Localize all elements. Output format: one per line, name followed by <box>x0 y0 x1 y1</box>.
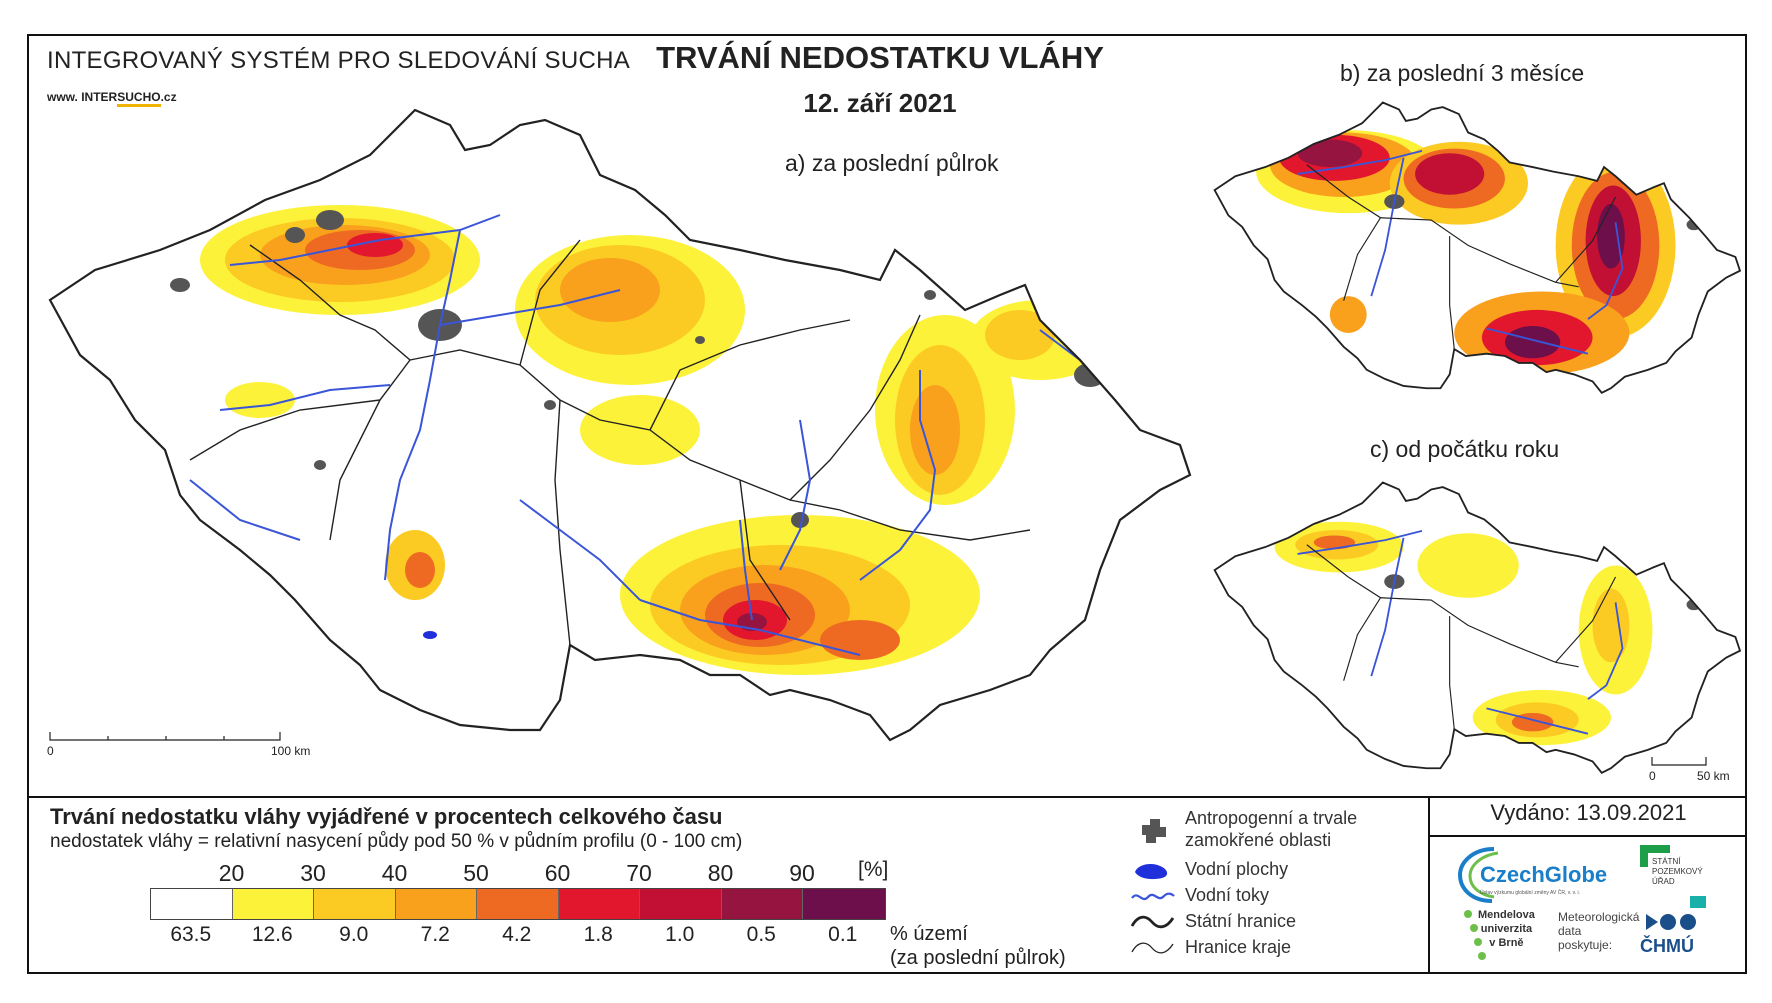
legend-threshold: 60 <box>544 860 571 886</box>
legend-class-1 <box>232 889 314 919</box>
legend-threshold: 50 <box>463 860 489 886</box>
legend-threshold: 70 <box>626 860 652 886</box>
legend-area-value: 1.8 <box>583 923 613 946</box>
map-frame <box>27 34 1747 974</box>
legend-area-value: 0.1 <box>828 923 858 946</box>
map-panel-c <box>1213 481 1742 775</box>
legend-class-7 <box>721 889 803 919</box>
mendel-university-logo-text: Mendelova univerzita v Brně <box>1478 909 1535 949</box>
czechglobe-logo-icon <box>1457 847 1499 903</box>
legend-threshold: 90 <box>789 860 815 886</box>
spu-logo-square <box>1690 896 1706 908</box>
state-border-icon <box>1130 915 1175 929</box>
issued-date: Vydáno: 13.09.2021 <box>1490 800 1687 825</box>
legend-area-value: 12.6 <box>251 923 293 946</box>
water-body-icon <box>1135 864 1168 880</box>
mendel-university-logo-icon <box>1464 910 1486 960</box>
panel-c-label: c) od počátku roku <box>1370 436 1560 462</box>
legend-class-8 <box>803 889 885 919</box>
anthropogenic-areas-icon <box>1142 819 1166 843</box>
page-title: TRVÁNÍ NEDOSTATKU VLÁHY <box>656 40 1104 75</box>
legend-panel <box>27 796 1747 974</box>
scale-small-end: 50 km <box>1697 769 1730 783</box>
meteorological-data-label: Meteorologická data poskytuje: <box>1558 910 1640 952</box>
spu-logo-bar-top <box>1640 845 1670 853</box>
legend-area-value: 63.5 <box>170 923 212 946</box>
spu-logo-bar-side <box>1640 845 1648 867</box>
legend-colorbar <box>150 888 886 920</box>
legend-class-4 <box>477 889 559 919</box>
legend-unit: [%] <box>858 858 889 881</box>
rivers-label: Vodní toky <box>1185 885 1270 905</box>
czechglobe-logo-text: CzechGlobe <box>1480 862 1608 887</box>
scale-main-end: 100 km <box>271 744 311 758</box>
legend-area-label: % území (za poslední půlrok) <box>890 923 1066 969</box>
anthropogenic-label-2: zamokřené oblasti <box>1185 830 1332 850</box>
scale-small-start: 0 <box>1649 769 1656 783</box>
region-border-icon <box>1131 942 1174 954</box>
panel-a-label: a) za poslední půlrok <box>785 150 999 176</box>
state-border-label: Státní hranice <box>1185 911 1297 931</box>
legend-threshold: 30 <box>300 860 326 886</box>
scale-bar-small <box>1651 757 1707 766</box>
legend-class-0 <box>151 889 233 919</box>
legend-subtitle: nedostatek vláhy = relativní nasycení pů… <box>50 831 743 852</box>
map-panel-a <box>48 108 1192 742</box>
legend-area-value: 9.0 <box>339 923 369 946</box>
map-panel-b <box>1213 101 1742 395</box>
system-name: INTEGROVANÝ SYSTÉM PRO SLEDOVÁNÍ SUCHA <box>47 47 631 74</box>
legend-area-value: 4.2 <box>502 923 532 946</box>
legend-divider <box>1428 796 1430 974</box>
scale-main-start: 0 <box>47 744 54 758</box>
website-url[interactable]: www. INTERSUCHO.cz <box>47 90 177 107</box>
legend-area-value: 1.0 <box>665 923 695 946</box>
legend-class-2 <box>314 889 396 919</box>
czechglobe-logo-subtext: Ústav výzkumu globální změny AV ČR, v. v… <box>1480 890 1581 896</box>
chmu-logo-icon <box>1646 914 1696 930</box>
river-icon <box>1131 892 1175 901</box>
chmu-logo-text: ČHMÚ <box>1640 936 1694 956</box>
legend-title: Trvání nedostatku vláhy vyjádřené v proc… <box>50 804 723 829</box>
map-date: 12. září 2021 <box>803 88 957 118</box>
legend-threshold: 20 <box>218 860 245 886</box>
water-bodies-label: Vodní plochy <box>1185 859 1289 879</box>
legend-class-3 <box>395 889 477 919</box>
legend-class-5 <box>558 889 640 919</box>
legend-threshold: 40 <box>381 860 408 886</box>
spu-logo-text: STÁTNÍ POZEMKOVÝ ÚŘAD <box>1652 857 1703 886</box>
legend-area-value: 0.5 <box>746 923 776 946</box>
legend-threshold: 80 <box>707 860 734 886</box>
issued-divider <box>1428 835 1747 837</box>
legend-area-value: 7.2 <box>420 923 450 946</box>
scale-bar-main <box>49 732 281 741</box>
legend-class-6 <box>640 889 722 919</box>
anthropogenic-label-1: Antropogenní a trvale <box>1185 808 1358 828</box>
region-border-label: Hranice kraje <box>1185 937 1292 957</box>
panel-b-label: b) za poslední 3 měsíce <box>1340 60 1585 86</box>
